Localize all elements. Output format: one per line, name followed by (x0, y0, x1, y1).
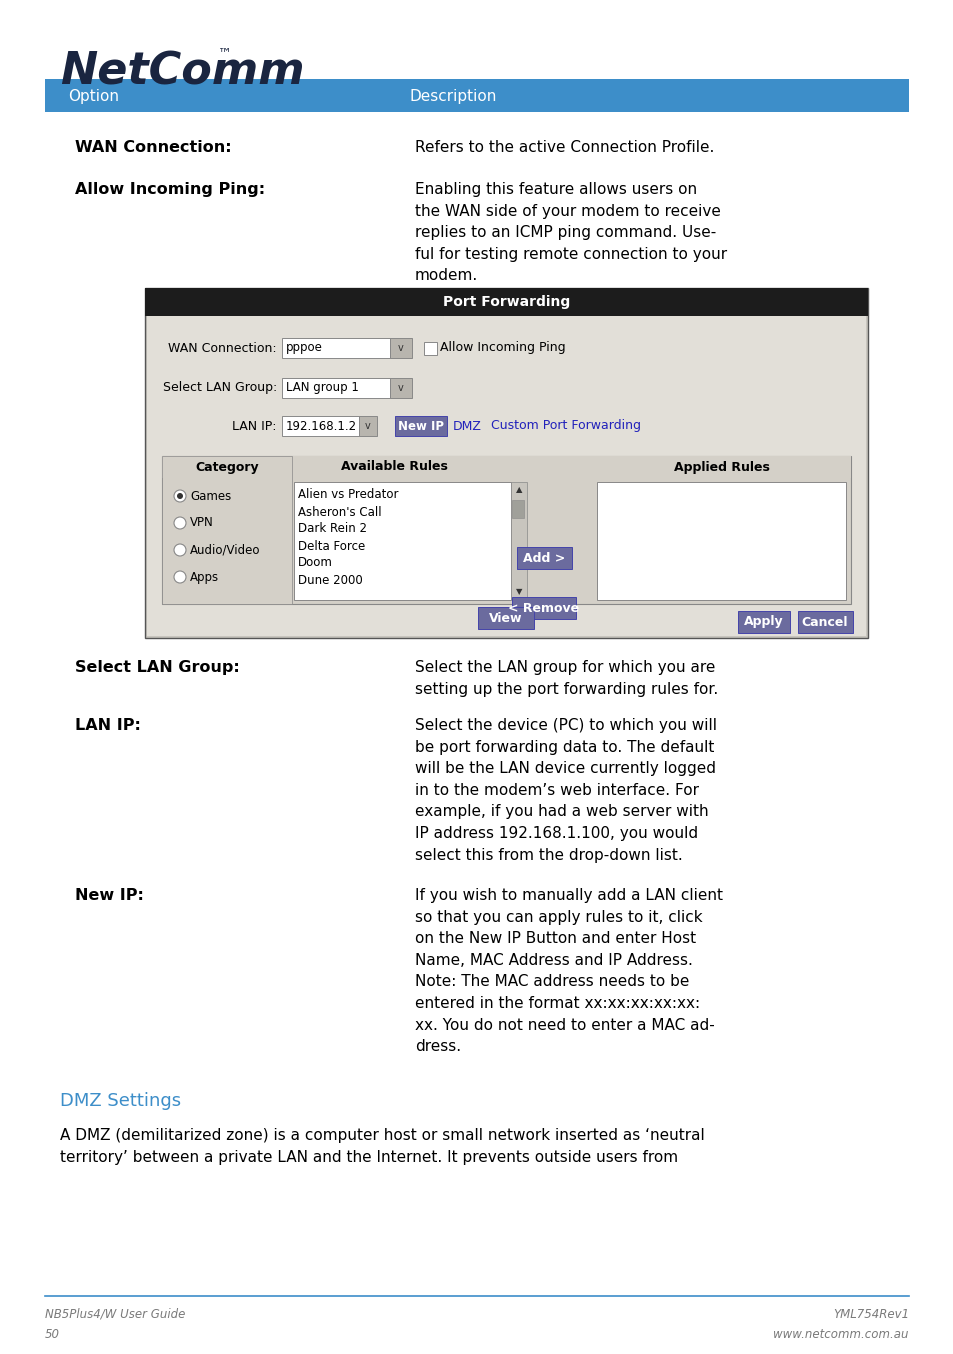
Bar (517, 547, 572, 569)
Circle shape (173, 517, 186, 529)
Text: < Remove: < Remove (508, 601, 579, 615)
Text: www.netcomm.com.au: www.netcomm.com.au (773, 1327, 908, 1340)
Text: Add >: Add > (522, 551, 564, 565)
Text: Applied Rules: Applied Rules (673, 460, 769, 474)
Text: NetComm: NetComm (60, 50, 304, 93)
Text: v: v (365, 421, 371, 431)
Text: Custom Port Forwarding: Custom Port Forwarding (491, 420, 640, 432)
Bar (282, 416, 358, 436)
Text: Delta Force: Delta Force (297, 539, 365, 552)
Text: WAN Connection:: WAN Connection: (75, 139, 232, 154)
Text: ▲: ▲ (516, 486, 521, 494)
Text: Option: Option (68, 89, 119, 104)
Bar (511, 482, 526, 600)
Text: Enabling this feature allows users on
the WAN side of your modem to receive
repl: Enabling this feature allows users on th… (415, 181, 726, 283)
Text: Select LAN Group:: Select LAN Group: (75, 659, 239, 676)
Bar (145, 288, 867, 638)
Bar (45, 83, 908, 112)
Text: If you wish to manually add a LAN client
so that you can apply rules to it, clic: If you wish to manually add a LAN client… (415, 888, 722, 1055)
Text: pppoe: pppoe (286, 341, 322, 355)
Text: LAN IP:: LAN IP: (233, 420, 276, 432)
Bar (294, 482, 511, 600)
Bar (423, 343, 436, 355)
Text: 192.168.1.2: 192.168.1.2 (286, 420, 356, 432)
Bar (45, 79, 908, 83)
Text: Refers to the active Connection Profile.: Refers to the active Connection Profile. (415, 139, 714, 154)
Bar (797, 611, 852, 634)
Text: DMZ Settings: DMZ Settings (60, 1091, 181, 1110)
Text: WAN Connection:: WAN Connection: (168, 341, 276, 355)
Bar (162, 456, 850, 478)
Text: View: View (489, 612, 522, 624)
Circle shape (173, 490, 186, 502)
Text: Apps: Apps (190, 570, 219, 584)
Text: ▼: ▼ (516, 588, 521, 597)
Bar (282, 378, 390, 398)
Text: A DMZ (demilitarized zone) is a computer host or small network inserted as ‘neut: A DMZ (demilitarized zone) is a computer… (60, 1128, 704, 1164)
Bar (358, 416, 376, 436)
Bar (597, 482, 845, 600)
Text: Select LAN Group:: Select LAN Group: (163, 382, 276, 394)
Bar (738, 611, 789, 634)
Bar (477, 607, 534, 630)
Text: New IP:: New IP: (75, 888, 144, 903)
Bar (162, 456, 850, 604)
Text: Dune 2000: Dune 2000 (297, 574, 362, 586)
Text: 50: 50 (45, 1327, 60, 1340)
Text: Apply: Apply (743, 616, 783, 628)
Text: Cancel: Cancel (801, 616, 847, 628)
Text: YML754Rev1: YML754Rev1 (832, 1308, 908, 1320)
Bar (282, 338, 390, 357)
Text: New IP: New IP (397, 420, 443, 432)
Bar (512, 500, 523, 519)
Text: v: v (397, 383, 403, 393)
Circle shape (173, 544, 186, 556)
Text: ™: ™ (218, 46, 232, 60)
Text: Allow Incoming Ping:: Allow Incoming Ping: (75, 181, 265, 196)
Text: Games: Games (190, 490, 231, 502)
Bar (147, 315, 865, 636)
Bar (162, 456, 292, 604)
Text: DMZ: DMZ (453, 420, 481, 432)
Bar (395, 416, 447, 436)
Text: Dark Rein 2: Dark Rein 2 (297, 523, 367, 535)
Text: Description: Description (410, 89, 497, 104)
Text: Alien vs Predator: Alien vs Predator (297, 489, 398, 501)
Bar (390, 338, 412, 357)
Text: Asheron's Call: Asheron's Call (297, 505, 381, 519)
Bar (390, 378, 412, 398)
Text: Audio/Video: Audio/Video (190, 543, 260, 556)
Bar (145, 288, 867, 315)
Text: v: v (397, 343, 403, 353)
Text: NB5Plus4/W User Guide: NB5Plus4/W User Guide (45, 1308, 185, 1320)
Bar (512, 597, 576, 619)
Circle shape (173, 571, 186, 584)
Text: Select the LAN group for which you are
setting up the port forwarding rules for.: Select the LAN group for which you are s… (415, 659, 718, 696)
Text: Category: Category (195, 460, 258, 474)
Text: Select the device (PC) to which you will
be port forwarding data to. The default: Select the device (PC) to which you will… (415, 718, 717, 862)
Text: Doom: Doom (297, 556, 333, 570)
Text: LAN IP:: LAN IP: (75, 718, 141, 733)
Circle shape (177, 493, 183, 500)
Text: Available Rules: Available Rules (340, 460, 447, 474)
Text: VPN: VPN (190, 516, 213, 529)
Text: Port Forwarding: Port Forwarding (442, 295, 570, 309)
Text: LAN group 1: LAN group 1 (286, 382, 358, 394)
Text: Allow Incoming Ping: Allow Incoming Ping (439, 341, 565, 355)
